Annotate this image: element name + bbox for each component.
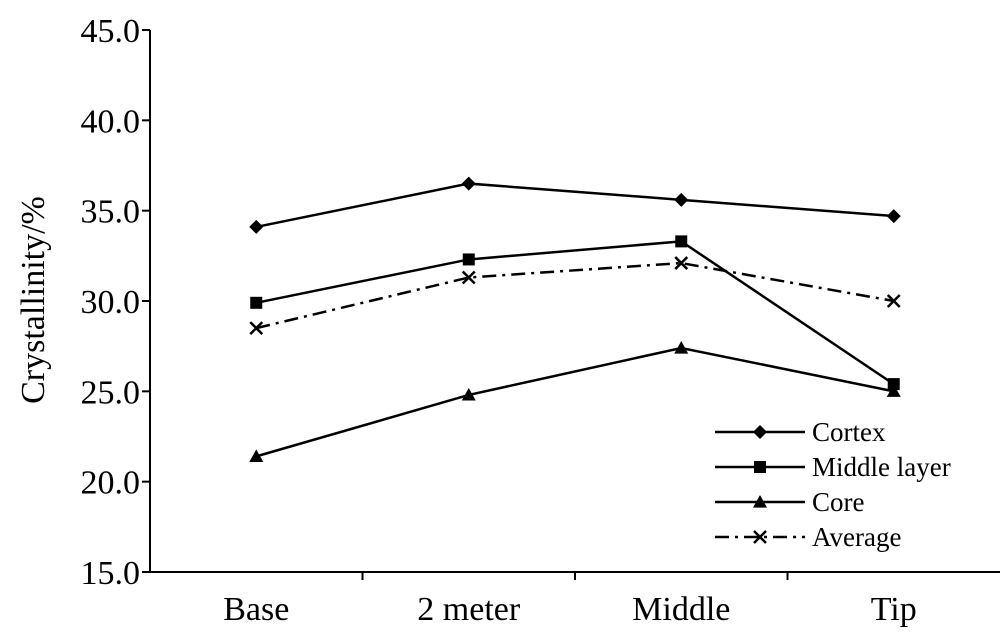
y-tick-label: 15.0 xyxy=(81,555,141,592)
data-point-core xyxy=(461,387,476,401)
data-point-middle-layer xyxy=(887,378,900,391)
series-line-average xyxy=(255,261,894,330)
data-point-average xyxy=(461,270,476,285)
series-line-middle-layer xyxy=(256,240,895,386)
y-tick-label: 45.0 xyxy=(81,13,141,50)
data-point-middle-layer xyxy=(675,235,688,248)
y-axis-title: Crystallinity/% xyxy=(15,196,52,404)
y-tick-label: 35.0 xyxy=(81,194,141,231)
y-tick-label: 40.0 xyxy=(81,103,141,140)
data-point-cortex xyxy=(886,209,901,224)
data-point-middle-layer xyxy=(250,296,263,309)
series-line-cortex xyxy=(256,182,894,229)
y-tick-label: 25.0 xyxy=(81,374,141,411)
data-point-core xyxy=(886,384,901,397)
data-point-middle-layer xyxy=(462,253,475,266)
legend-label-average: Average xyxy=(812,522,901,552)
data-point-cortex xyxy=(249,219,264,234)
data-point-cortex xyxy=(461,176,476,191)
data-point-average xyxy=(249,321,264,335)
x-tick-label: Base xyxy=(223,591,289,628)
y-tick-label: 30.0 xyxy=(81,284,141,321)
x-tick-label: Tip xyxy=(871,591,917,628)
legend-marker-average xyxy=(753,530,767,544)
data-point-cortex xyxy=(674,192,689,207)
legend-label-middle-layer: Middle layer xyxy=(812,452,951,482)
data-point-average xyxy=(674,256,689,270)
x-tick-label: Middle xyxy=(632,591,730,628)
series-line-core xyxy=(255,346,894,458)
y-tick-label: 20.0 xyxy=(81,465,141,502)
legend-marker-cortex xyxy=(753,425,767,439)
data-point-average xyxy=(886,294,901,308)
data-point-core xyxy=(249,449,264,462)
legend-label-core: Core xyxy=(812,487,865,517)
legend-label-cortex: Cortex xyxy=(812,417,886,447)
legend-marker-middle-layer xyxy=(754,461,766,473)
legend-marker-core xyxy=(753,495,767,508)
x-tick-label: 2 meter xyxy=(417,591,521,628)
data-point-core xyxy=(674,340,689,354)
